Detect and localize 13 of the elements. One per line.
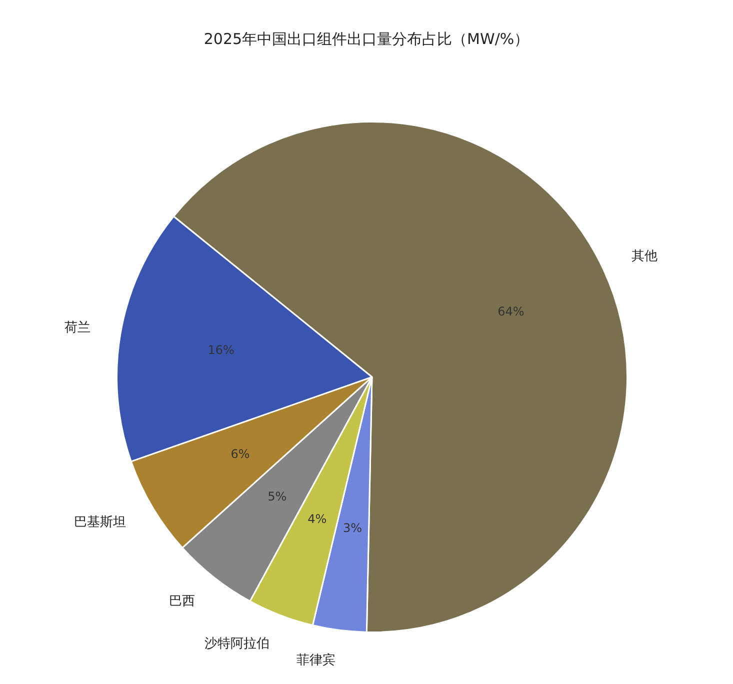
slice-label: 菲律宾 [296,652,336,668]
data-label: 64% [498,304,524,319]
slice-label: 巴西 [168,594,195,609]
slice-label: 沙特阿拉伯 [204,636,270,652]
data-label: 3% [342,521,362,536]
data-label: 6% [230,447,250,462]
data-label: 16% [208,342,234,357]
chart-title: 2025年中国出口组件出口量分布占比（MW/%） [204,30,530,48]
slice-label: 荷兰 [64,320,90,336]
slice-label: 其他 [631,249,658,264]
data-label: 4% [308,512,327,526]
data-label: 5% [268,489,287,504]
slice-label: 巴基斯坦 [74,515,126,530]
